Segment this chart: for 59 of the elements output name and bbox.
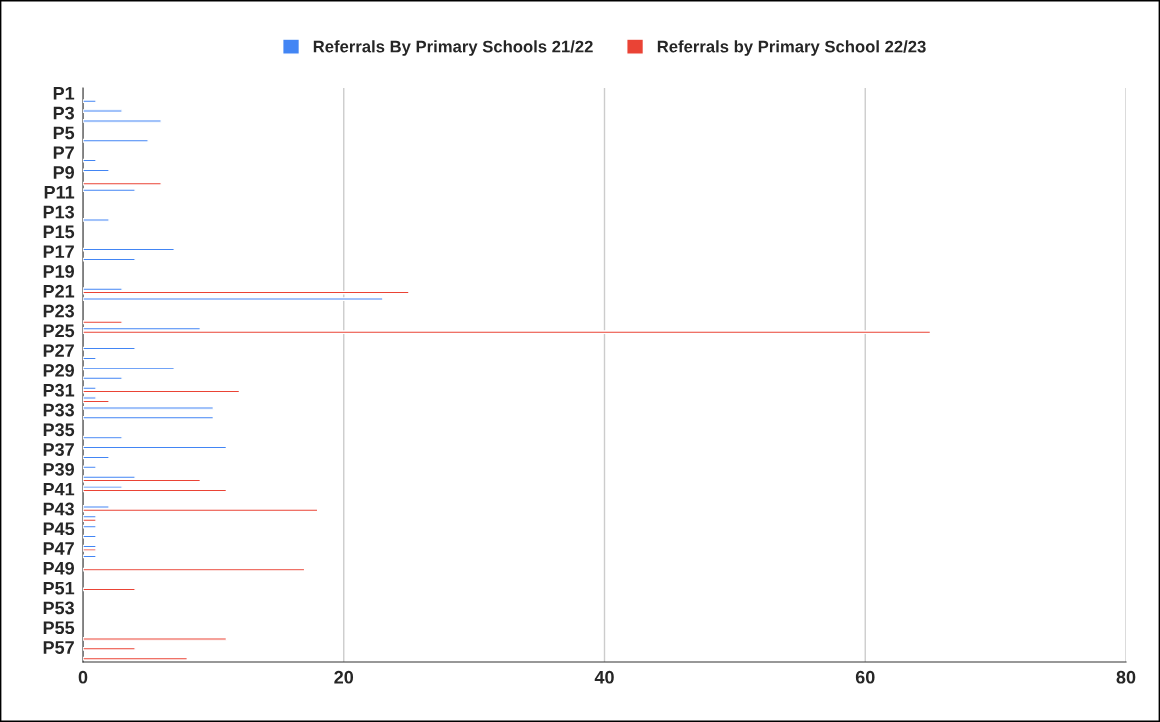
y-tick-label: P9 <box>53 166 74 179</box>
bar <box>83 524 97 529</box>
y-tick-label: P47 <box>43 542 74 555</box>
bar <box>83 376 123 381</box>
x-tick-label: 40 <box>594 670 614 684</box>
y-tick-label: P5 <box>53 126 75 140</box>
y-tick-label: P19 <box>43 265 74 278</box>
y-tick-label: P33 <box>43 403 75 417</box>
bar <box>83 518 97 523</box>
bar <box>83 508 319 513</box>
x-tick-label: 0 <box>78 670 88 684</box>
y-tick-label: P49 <box>43 561 74 575</box>
bar <box>83 366 175 371</box>
bar <box>83 320 123 325</box>
bar <box>83 330 932 335</box>
y-tick-label: P35 <box>43 423 75 437</box>
bar <box>83 181 162 186</box>
y-tick-label: P17 <box>43 245 74 258</box>
bar <box>83 567 306 572</box>
y-tick-label: P3 <box>53 106 75 120</box>
y-tick-label: P15 <box>43 225 75 239</box>
y-tick-label: P25 <box>43 324 75 338</box>
y-tick-label: P45 <box>43 522 75 536</box>
x-tick-label: 20 <box>334 670 354 684</box>
x-tick-label: 80 <box>1116 670 1136 684</box>
y-tick-label: P55 <box>43 621 75 635</box>
bar <box>83 297 384 301</box>
bar <box>83 109 123 113</box>
y-tick-label: P13 <box>43 205 75 219</box>
bar <box>83 406 215 410</box>
legend-label: Referrals by Primary School 22/23 <box>657 40 926 56</box>
y-tick-label: P31 <box>43 383 75 397</box>
y-tick-label: P29 <box>43 363 74 377</box>
bar <box>83 99 97 104</box>
y-tick-label: P39 <box>43 462 74 476</box>
y-tick-label: P23 <box>43 304 75 318</box>
y-tick-label: P21 <box>43 284 75 298</box>
bar <box>83 435 123 440</box>
y-tick-label: P43 <box>43 502 75 516</box>
x-tick-label: 60 <box>855 670 875 684</box>
bar <box>83 646 136 651</box>
bar <box>83 138 149 143</box>
bar <box>83 465 97 470</box>
y-tick-label: P27 <box>43 344 74 357</box>
bar <box>83 119 162 123</box>
legend-label: Referrals By Primary Schools 21/22 <box>313 40 593 56</box>
y-tick-label: P51 <box>43 581 75 595</box>
y-tick-label: P11 <box>44 186 75 199</box>
bar <box>83 415 215 420</box>
y-tick-label: P7 <box>53 146 74 159</box>
bar <box>83 188 136 193</box>
bar <box>83 637 228 641</box>
y-tick-label: P41 <box>43 482 75 496</box>
bar <box>83 656 188 661</box>
y-tick-label: P53 <box>43 601 75 615</box>
y-tick-label: P57 <box>43 641 74 654</box>
y-tick-label: P1 <box>53 87 75 100</box>
y-tick-label: P37 <box>43 443 74 456</box>
bar <box>83 218 110 222</box>
